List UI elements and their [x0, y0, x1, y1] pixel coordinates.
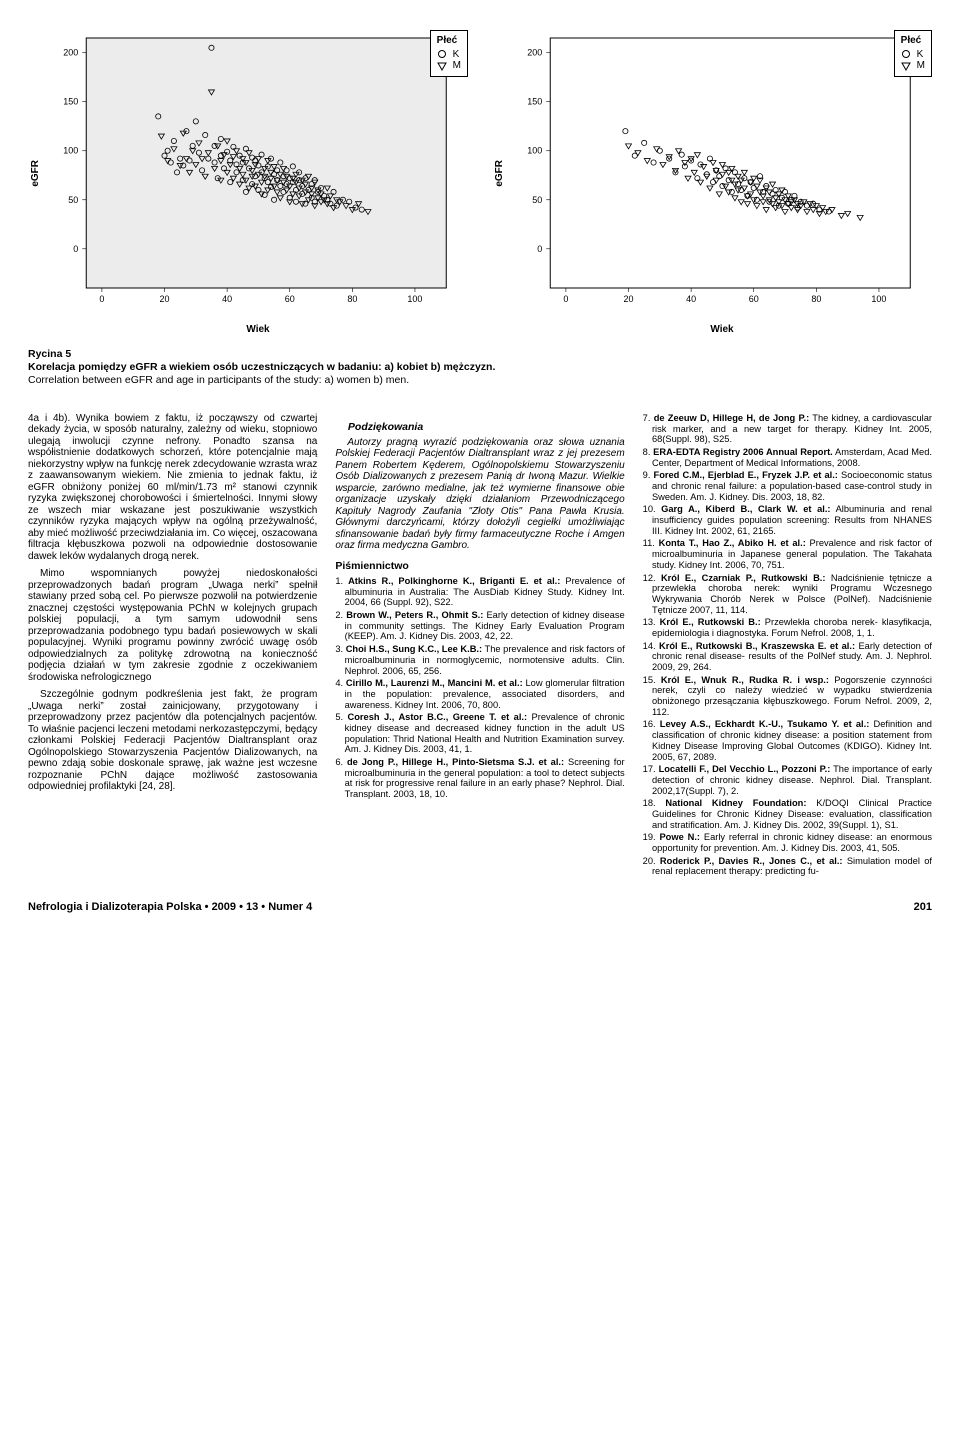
- svg-text:0: 0: [563, 294, 568, 304]
- references-list-a: 1. Atkins R., Polkinghorne K., Briganti …: [335, 576, 624, 800]
- legend-title: Płeć: [437, 35, 461, 47]
- reference-item: 4. Cirillo M., Laurenzi M., Mancini M. e…: [345, 678, 625, 710]
- chart-left-xlabel: Wiek: [246, 324, 269, 336]
- svg-text:50: 50: [68, 195, 78, 205]
- svg-text:40: 40: [686, 294, 696, 304]
- svg-text:100: 100: [407, 294, 422, 304]
- reference-item: 5. Coresh J., Astor B.C., Greene T. et a…: [345, 712, 625, 755]
- caption-line3: Correlation between eGFR and age in part…: [28, 374, 409, 386]
- reference-item: 1. Atkins R., Polkinghorne K., Briganti …: [345, 576, 625, 608]
- reference-item: 2. Brown W., Peters R., Ohmit S.: Early …: [345, 610, 625, 642]
- svg-text:20: 20: [623, 294, 633, 304]
- svg-text:80: 80: [811, 294, 821, 304]
- column-1: 4a i 4b). Wynika bowiem z faktu, iż pocz…: [28, 413, 317, 879]
- legend-k-r: K: [917, 49, 924, 61]
- svg-text:40: 40: [222, 294, 232, 304]
- svg-text:100: 100: [871, 294, 886, 304]
- chart-right: eGFR 0 20 40 60 80 100 0 50 100 150 200 Płeć K M W…: [492, 28, 932, 336]
- reference-item: 7. de Zeeuw D, Hillege H, de Jong P.: Th…: [652, 413, 932, 445]
- reference-item: 20. Roderick P., Davies R., Jones C., et…: [652, 856, 932, 877]
- chart-right-svg: 0 20 40 60 80 100 0 50 100 150 200: [508, 28, 933, 318]
- svg-text:0: 0: [73, 244, 78, 254]
- reference-item: 16. Levey A.S., Eckhardt K.-U., Tsukamo …: [652, 719, 932, 762]
- svg-text:200: 200: [63, 48, 78, 58]
- chart-right-xlabel: Wiek: [710, 324, 733, 336]
- svg-text:50: 50: [532, 195, 542, 205]
- legend-k: K: [453, 49, 460, 61]
- svg-text:200: 200: [527, 48, 542, 58]
- footer-page-number: 201: [914, 901, 932, 914]
- page-footer: Nefrologia i Dializoterapia Polska • 200…: [28, 901, 932, 914]
- svg-text:100: 100: [527, 146, 542, 156]
- chart-left: eGFR 0 20 40 60 80 100 0 50 100 150 200 Płeć K M W…: [28, 28, 468, 336]
- reference-item: 15. Król E., Wnuk R., Rudka R. i wsp.: P…: [652, 675, 932, 718]
- charts-row: eGFR 020406080100050100150200 Płeć K M W…: [28, 28, 932, 336]
- reference-item: 13. Król E., Rutkowski B.: Przewlekła ch…: [652, 617, 932, 638]
- svg-text:60: 60: [748, 294, 758, 304]
- legend-m-r: M: [917, 60, 925, 72]
- chart-left-ylabel: eGFR: [28, 160, 44, 187]
- reference-item: 8. ERA-EDTA Registry 2006 Annual Report.…: [652, 447, 932, 468]
- chart-right-legend: Płeć K M: [894, 30, 932, 77]
- figure-caption: Rycina 5 Korelacja pomiędzy eGFR a wieki…: [28, 348, 932, 387]
- reference-item: 11. Konta T., Hao Z., Abiko H. et al.: P…: [652, 538, 932, 570]
- svg-text:150: 150: [63, 97, 78, 107]
- chart-right-ylabel: eGFR: [492, 160, 508, 187]
- legend-title-r: Płeć: [901, 35, 925, 47]
- svg-text:150: 150: [527, 97, 542, 107]
- svg-text:20: 20: [159, 294, 169, 304]
- reference-item: 3. Choi H.S., Sung K.C., Lee K.B.: The p…: [345, 644, 625, 676]
- text-columns: 4a i 4b). Wynika bowiem z faktu, iż pocz…: [28, 413, 932, 879]
- svg-text:0: 0: [99, 294, 104, 304]
- column-3: 7. de Zeeuw D, Hillege H, de Jong P.: Th…: [643, 413, 932, 879]
- reference-item: 18. National Kidney Foundation: K/DOQI C…: [652, 798, 932, 830]
- reference-item: 17. Locatelli F., Del Vecchio L., Pozzon…: [652, 764, 932, 796]
- column-2: Podziękowania Autorzy pragną wyrazić pod…: [335, 413, 624, 879]
- thanks-body: Autorzy pragną wyrazić podziękowania ora…: [335, 437, 624, 552]
- svg-text:60: 60: [284, 294, 294, 304]
- references-list-b: 7. de Zeeuw D, Hillege H, de Jong P.: Th…: [643, 413, 932, 877]
- reference-item: 10. Garg A., Kiberd B., Clark W. et al.:…: [652, 504, 932, 536]
- svg-text:0: 0: [537, 244, 542, 254]
- reference-item: 14. Król E., Rutkowski B., Kraszewska E.…: [652, 641, 932, 673]
- chart-left-svg: 0 20 40 60 80 100 0 50 100 150 200: [44, 28, 469, 318]
- svg-text:100: 100: [63, 146, 78, 156]
- legend-m: M: [453, 60, 461, 72]
- reference-item: 6. de Jong P., Hillege H., Pinto-Sietsma…: [345, 757, 625, 800]
- reference-item: 19. Powe N.: Early referral in chronic k…: [652, 832, 932, 853]
- caption-line2: Korelacja pomiędzy eGFR a wiekiem osób u…: [28, 361, 495, 373]
- col1-p2: Mimo wspomnianych powyżej niedoskonałośc…: [28, 568, 317, 683]
- thanks-title: Podziękowania: [335, 421, 624, 433]
- col1-p3: Szczególnie godnym podkreślenia jest fak…: [28, 689, 317, 793]
- col1-p1: 4a i 4b). Wynika bowiem z faktu, iż pocz…: [28, 413, 317, 563]
- svg-text:80: 80: [347, 294, 357, 304]
- footer-left: Nefrologia i Dializoterapia Polska • 200…: [28, 901, 312, 914]
- reference-item: 12. Król E., Czarniak P., Rutkowski B.: …: [652, 573, 932, 616]
- references-title: Piśmiennictwo: [335, 560, 624, 572]
- caption-line1: Rycina 5: [28, 348, 71, 360]
- reference-item: 9. Fored C.M., Ejerblad E., Fryzek J.P. …: [652, 470, 932, 502]
- chart-left-legend: Płeć K M: [430, 30, 468, 77]
